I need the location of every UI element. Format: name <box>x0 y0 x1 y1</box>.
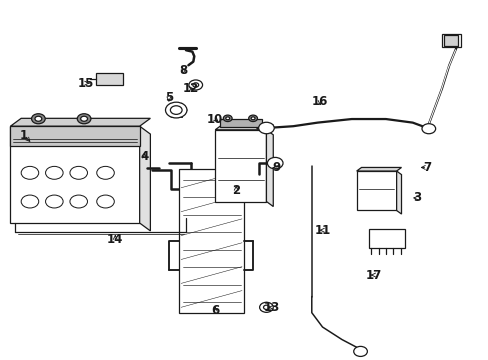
Circle shape <box>170 106 182 114</box>
Polygon shape <box>356 167 401 171</box>
Circle shape <box>70 195 87 208</box>
Circle shape <box>21 166 39 179</box>
Circle shape <box>251 117 255 120</box>
Circle shape <box>81 116 87 121</box>
Polygon shape <box>140 126 150 231</box>
Circle shape <box>45 166 63 179</box>
Bar <box>215 130 266 202</box>
Text: 2: 2 <box>232 184 240 197</box>
Circle shape <box>45 195 63 208</box>
Polygon shape <box>396 171 401 214</box>
Text: 10: 10 <box>207 113 223 126</box>
Text: 6: 6 <box>211 305 219 318</box>
Polygon shape <box>215 125 273 130</box>
Text: 3: 3 <box>413 192 421 204</box>
Circle shape <box>192 83 198 87</box>
Circle shape <box>97 166 114 179</box>
Circle shape <box>21 195 39 208</box>
Circle shape <box>421 124 435 134</box>
Text: 16: 16 <box>311 95 327 108</box>
Circle shape <box>188 80 202 90</box>
Text: 7: 7 <box>423 161 430 174</box>
Text: 8: 8 <box>179 64 187 77</box>
Circle shape <box>70 166 87 179</box>
Circle shape <box>263 305 269 310</box>
Circle shape <box>259 302 273 312</box>
Text: 9: 9 <box>271 161 280 174</box>
Bar <box>368 229 405 248</box>
Circle shape <box>97 195 114 208</box>
Circle shape <box>35 116 41 121</box>
Bar <box>10 126 140 146</box>
Polygon shape <box>10 118 150 126</box>
Bar <box>96 73 122 85</box>
Circle shape <box>267 157 283 169</box>
Text: 5: 5 <box>164 91 173 104</box>
Bar <box>441 34 460 47</box>
Circle shape <box>225 117 229 120</box>
Text: 1: 1 <box>20 129 28 142</box>
Circle shape <box>223 115 232 122</box>
Circle shape <box>353 346 366 356</box>
Text: 14: 14 <box>107 233 123 246</box>
Bar <box>444 36 457 45</box>
Circle shape <box>77 114 91 124</box>
Text: 11: 11 <box>314 224 330 237</box>
Text: 4: 4 <box>140 150 148 163</box>
Circle shape <box>248 115 257 122</box>
Circle shape <box>32 114 45 124</box>
Bar <box>10 126 140 223</box>
Bar <box>178 169 244 313</box>
Text: 13: 13 <box>263 301 279 314</box>
Text: 12: 12 <box>183 82 199 95</box>
Text: 17: 17 <box>365 269 381 282</box>
Bar <box>220 119 261 127</box>
Bar <box>356 171 396 211</box>
Text: 15: 15 <box>78 77 94 90</box>
Polygon shape <box>266 130 273 207</box>
Circle shape <box>165 102 186 118</box>
Circle shape <box>258 122 274 134</box>
